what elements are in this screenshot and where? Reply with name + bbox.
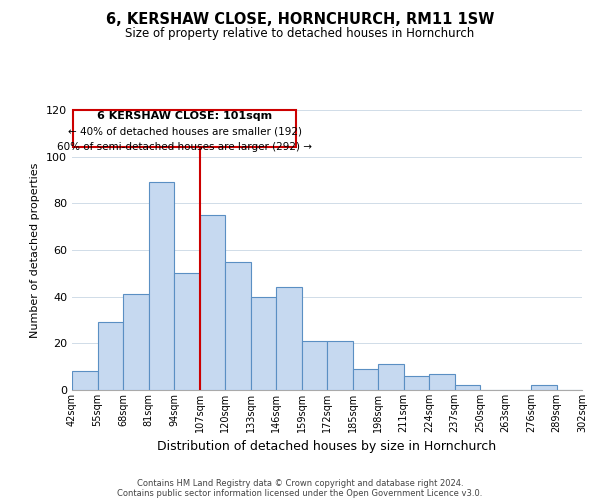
Bar bbox=[302, 341, 327, 390]
Text: 6, KERSHAW CLOSE, HORNCHURCH, RM11 1SW: 6, KERSHAW CLOSE, HORNCHURCH, RM11 1SW bbox=[106, 12, 494, 28]
Text: 6 KERSHAW CLOSE: 101sqm: 6 KERSHAW CLOSE: 101sqm bbox=[97, 112, 272, 122]
Text: ← 40% of detached houses are smaller (192): ← 40% of detached houses are smaller (19… bbox=[68, 127, 302, 137]
Bar bbox=[404, 376, 429, 390]
Bar bbox=[225, 262, 251, 390]
Bar bbox=[174, 274, 199, 390]
X-axis label: Distribution of detached houses by size in Hornchurch: Distribution of detached houses by size … bbox=[157, 440, 497, 454]
Bar bbox=[327, 341, 353, 390]
Bar bbox=[378, 364, 404, 390]
Bar bbox=[531, 386, 557, 390]
Bar bbox=[149, 182, 174, 390]
Bar bbox=[97, 322, 123, 390]
Bar bbox=[353, 369, 378, 390]
Bar bbox=[199, 215, 225, 390]
Bar bbox=[429, 374, 455, 390]
Bar bbox=[123, 294, 149, 390]
Bar bbox=[72, 372, 97, 390]
Bar bbox=[251, 296, 276, 390]
Text: 60% of semi-detached houses are larger (292) →: 60% of semi-detached houses are larger (… bbox=[58, 142, 313, 152]
Text: Contains HM Land Registry data © Crown copyright and database right 2024.: Contains HM Land Registry data © Crown c… bbox=[137, 478, 463, 488]
Bar bbox=[455, 386, 480, 390]
Text: Contains public sector information licensed under the Open Government Licence v3: Contains public sector information licen… bbox=[118, 488, 482, 498]
Bar bbox=[276, 288, 302, 390]
Text: Size of property relative to detached houses in Hornchurch: Size of property relative to detached ho… bbox=[125, 28, 475, 40]
FancyBboxPatch shape bbox=[73, 110, 296, 148]
Y-axis label: Number of detached properties: Number of detached properties bbox=[31, 162, 40, 338]
